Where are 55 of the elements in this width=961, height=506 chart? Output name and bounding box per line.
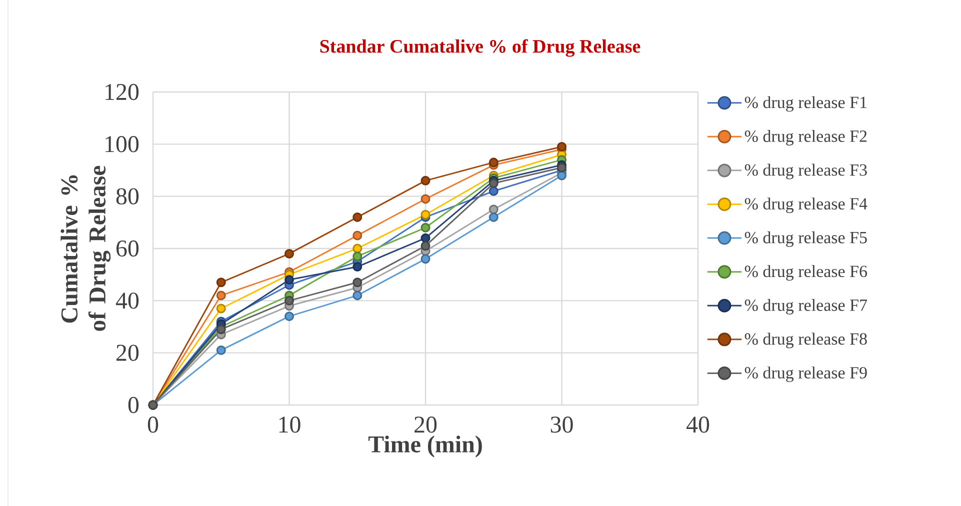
point — [488, 186, 498, 196]
point — [284, 275, 294, 285]
point — [488, 158, 498, 168]
point — [420, 222, 430, 232]
x-axis-title: Time (min) — [368, 436, 482, 458]
point — [352, 244, 362, 254]
point — [488, 178, 498, 188]
point — [420, 241, 430, 251]
point — [557, 162, 566, 172]
point — [488, 212, 498, 222]
y-tick-label: 0 — [128, 396, 139, 414]
legend-label: % drug release F9 — [744, 366, 867, 382]
point — [352, 252, 362, 262]
legend-label: % drug release F2 — [744, 130, 867, 146]
chart-title: Standar Cumatalive % of Drug Release — [320, 39, 640, 57]
legend-label: % drug release F7 — [744, 298, 868, 314]
legend-label: % drug release F5 — [744, 231, 867, 247]
point — [557, 142, 566, 152]
point — [352, 212, 362, 222]
y-tick-label: 120 — [106, 84, 139, 100]
x-tick-label: 20 — [414, 416, 437, 433]
point — [216, 345, 226, 355]
x-tick-label: 10 — [279, 416, 300, 433]
y-tick-label: 100 — [106, 136, 139, 152]
point — [216, 304, 226, 314]
point — [352, 290, 362, 300]
point — [420, 176, 430, 186]
point — [352, 278, 362, 288]
point — [488, 204, 498, 214]
point — [284, 296, 294, 306]
y-tick-label: 40 — [116, 292, 139, 309]
point — [352, 262, 362, 272]
legend-label: % drug release F4 — [744, 198, 868, 214]
point — [216, 290, 226, 300]
point — [284, 312, 294, 322]
point — [557, 170, 566, 180]
x-tick-label: 30 — [550, 416, 573, 433]
y-tick-label: 60 — [116, 240, 139, 257]
point — [352, 230, 362, 240]
y-tick-label: 20 — [116, 344, 139, 361]
legend-label: % drug release F3 — [744, 164, 867, 180]
point — [420, 210, 430, 220]
point — [216, 324, 226, 334]
point — [216, 278, 226, 288]
legend-label: % drug release F8 — [744, 332, 867, 348]
x-tick-label: 0 — [148, 416, 158, 433]
point — [420, 233, 430, 243]
y-axis-title: Cumatalive % of Drug Release — [60, 166, 111, 331]
point — [284, 248, 294, 258]
y-tick-label: 80 — [116, 188, 139, 204]
legend-label: % drug release F6 — [744, 265, 868, 281]
x-tick-label: 40 — [686, 416, 710, 433]
point — [420, 194, 430, 204]
legend-label: % drug release F1 — [744, 96, 866, 112]
point — [420, 254, 430, 264]
